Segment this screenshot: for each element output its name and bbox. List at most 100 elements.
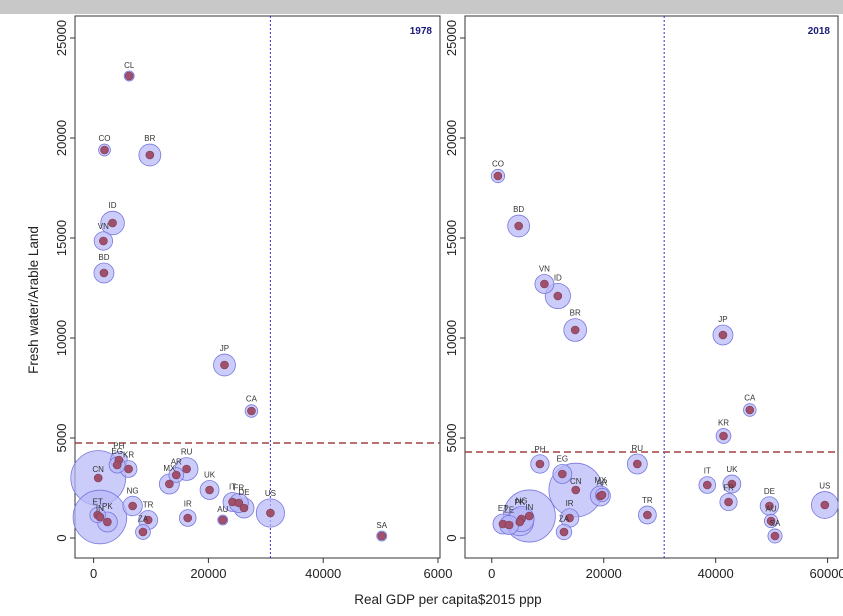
point-label-AR: AR: [171, 458, 182, 467]
x-tick-label: 40000: [698, 566, 734, 581]
point-label-JP: JP: [718, 315, 727, 324]
point-label-DE: DE: [764, 487, 775, 496]
point-label-AU: AU: [217, 505, 228, 514]
point-label-UK: UK: [204, 471, 216, 480]
point-label-CO: CO: [99, 134, 111, 143]
y-tick-label: 0: [54, 534, 69, 541]
point-label-ID: ID: [554, 273, 562, 282]
point-CN: [571, 485, 581, 495]
point-label-IR: IR: [566, 499, 574, 508]
point-label-FR: FR: [723, 483, 734, 492]
point-label-KR: KR: [718, 419, 729, 428]
point-label-DE: DE: [238, 488, 249, 497]
point-EG: [112, 460, 122, 470]
point-label-PH: PH: [534, 445, 545, 454]
point-label-CO: CO: [492, 159, 504, 168]
point-UK: [727, 479, 737, 489]
point-label-PK: PK: [514, 498, 525, 507]
x-tick-label: 0: [90, 566, 97, 581]
panel-title: 2018: [808, 26, 831, 37]
point-label-IR: IR: [184, 500, 192, 509]
point-MX: [165, 479, 174, 489]
point-label-NG: NG: [127, 486, 139, 495]
point-label-SA: SA: [770, 519, 781, 528]
point-KR: [124, 464, 133, 474]
point-label-CN: CN: [570, 477, 582, 486]
point-label-CA: CA: [246, 395, 258, 404]
point-label-BD: BD: [98, 253, 109, 262]
point-PK: [515, 517, 525, 527]
point-UK: [205, 485, 214, 495]
x-tick-label: 40000: [305, 566, 341, 581]
x-axis-label: Real GDP per capita$2015 ppp: [354, 592, 541, 607]
point-label-UK: UK: [726, 465, 738, 474]
x-tick-label: 20000: [190, 566, 226, 581]
y-tick-label: 0: [444, 534, 459, 541]
point-DE: [239, 503, 249, 513]
point-label-AU: AU: [766, 504, 777, 513]
point-label-ET: ET: [93, 497, 103, 506]
point-label-MX: MX: [163, 464, 176, 473]
y-tick-label: 20000: [54, 120, 69, 156]
y-tick-label: 15000: [54, 220, 69, 256]
point-VN: [540, 279, 549, 289]
y-tick-label: 15000: [444, 220, 459, 256]
point-label-CN: CN: [92, 465, 104, 474]
point-label-TR: TR: [143, 501, 154, 510]
point-RU: [182, 464, 191, 474]
point-ZA: [559, 527, 569, 537]
point-BR: [145, 150, 155, 160]
panel-2018: 2018 0 20000 40000 60000 0 5000 10000 15000 20000…: [444, 15, 843, 581]
point-AR: [597, 490, 607, 500]
point-US: [266, 508, 275, 518]
point-CA: [247, 406, 256, 416]
point-label-NG: NG: [515, 496, 527, 505]
point-label-ZA: ZA: [559, 514, 570, 523]
point-BD: [514, 221, 523, 231]
point-label-ID: ID: [109, 201, 117, 210]
point-BR: [570, 325, 580, 335]
point-FR: [724, 497, 733, 507]
x-tick-label: 20000: [586, 566, 622, 581]
point-label-IN: IN: [525, 503, 533, 512]
point-FR: [234, 498, 244, 508]
point-label-TR: TR: [642, 496, 653, 505]
point-CN: [93, 473, 103, 483]
point-label-ET: ET: [498, 504, 508, 513]
point-AU: [766, 516, 776, 526]
point-JP: [220, 360, 229, 370]
point-label-PH: PH: [113, 442, 124, 451]
point-JP: [718, 330, 728, 340]
point-SA: [377, 531, 387, 541]
point-CA: [745, 405, 755, 415]
point-label-US: US: [819, 482, 830, 491]
point-NG: [128, 501, 137, 511]
point-label-AR: AR: [596, 478, 607, 487]
point-BD: [99, 268, 109, 278]
point-TR: [143, 515, 153, 525]
top-bar: [0, 0, 843, 14]
point-AU: [218, 515, 228, 525]
point-IR: [565, 513, 574, 523]
y-tick-label: 25000: [54, 20, 69, 56]
point-ID: [553, 291, 563, 301]
point-IN: [524, 511, 534, 521]
panel-title: 1978: [410, 26, 433, 37]
x-tick-label: 60000: [810, 566, 843, 581]
point-label-EG: EG: [111, 447, 123, 456]
point-label-BR: BR: [144, 134, 155, 143]
point-label-FR: FR: [233, 484, 244, 493]
point-label-CA: CA: [744, 394, 756, 403]
point-label-US: US: [265, 489, 276, 498]
point-IR: [183, 513, 193, 523]
point-label-VN: VN: [98, 222, 109, 231]
y-axis-label: Fresh water/Arable Land: [26, 226, 41, 374]
point-VN: [99, 236, 108, 246]
point-ZE: [504, 520, 514, 530]
x-tick-label: 6000: [424, 566, 453, 581]
point-label-BR: BR: [570, 309, 581, 318]
point-label-IN: IN: [96, 504, 104, 513]
point-IN: [95, 512, 105, 522]
